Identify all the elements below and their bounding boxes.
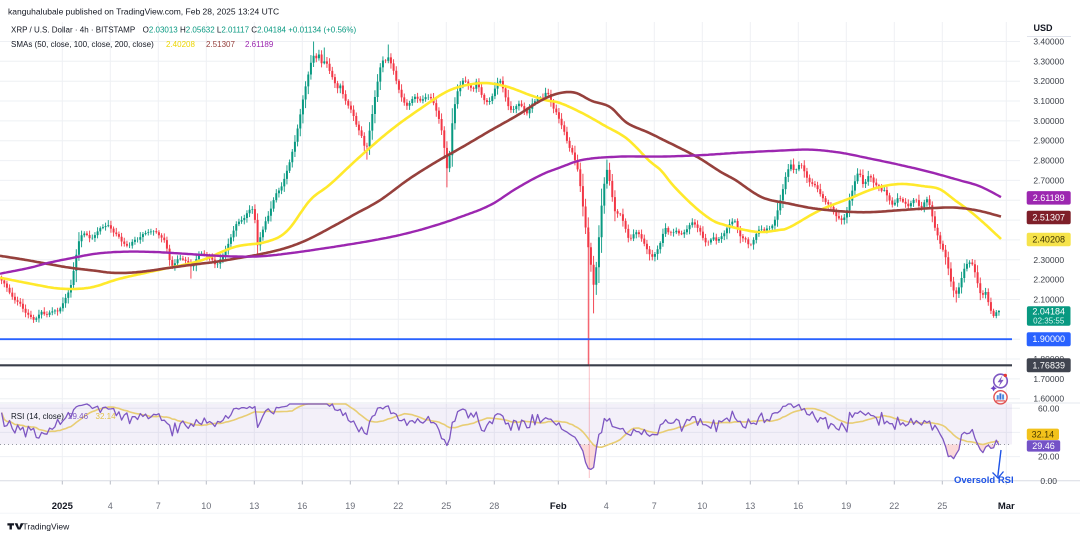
svg-text:28: 28 — [489, 501, 499, 511]
svg-text:2.40208: 2.40208 — [166, 40, 195, 49]
svg-text:USD: USD — [1033, 23, 1053, 33]
svg-text:25: 25 — [937, 501, 947, 511]
svg-text:2025: 2025 — [52, 501, 74, 512]
svg-text:19: 19 — [841, 501, 851, 511]
svg-text:2.90000: 2.90000 — [1033, 136, 1064, 146]
svg-text:1.70000: 1.70000 — [1033, 374, 1064, 384]
svg-text:2.20000: 2.20000 — [1033, 275, 1064, 285]
svg-text:Oversold RSI: Oversold RSI — [954, 475, 1014, 486]
svg-text:RSI (14, close): RSI (14, close) — [11, 412, 64, 421]
svg-text:TradingView: TradingView — [23, 521, 71, 531]
svg-text:2.30000: 2.30000 — [1033, 255, 1064, 265]
svg-text:Mar: Mar — [998, 501, 1015, 512]
svg-text:2.70000: 2.70000 — [1033, 175, 1064, 185]
svg-text:16: 16 — [793, 501, 803, 511]
svg-text:29.46: 29.46 — [1032, 441, 1055, 451]
svg-text:2.51307: 2.51307 — [1032, 213, 1065, 223]
svg-text:2.61189: 2.61189 — [1033, 193, 1065, 203]
svg-text:02:35:55: 02:35:55 — [1033, 316, 1065, 325]
svg-text:7: 7 — [652, 501, 657, 511]
svg-text:13: 13 — [745, 501, 755, 511]
svg-text:7: 7 — [156, 501, 161, 511]
svg-text:3.30000: 3.30000 — [1033, 56, 1064, 66]
svg-text:13: 13 — [249, 501, 259, 511]
svg-text:2.40208: 2.40208 — [1032, 235, 1065, 245]
svg-text:2.51307: 2.51307 — [206, 40, 235, 49]
svg-text:2.10000: 2.10000 — [1033, 295, 1064, 305]
svg-text:29.46: 29.46 — [68, 412, 89, 421]
svg-text:25: 25 — [441, 501, 451, 511]
svg-text:4: 4 — [108, 501, 113, 511]
svg-text:1.76839: 1.76839 — [1032, 360, 1065, 370]
svg-text:3.20000: 3.20000 — [1033, 76, 1064, 86]
svg-text:32.14: 32.14 — [1032, 429, 1055, 439]
svg-text:60.00: 60.00 — [1038, 403, 1060, 413]
svg-text:1.90000: 1.90000 — [1032, 334, 1065, 344]
svg-text:SMAs (50, close, 100, close, 2: SMAs (50, close, 100, close, 200, close) — [11, 40, 154, 49]
svg-text:3.10000: 3.10000 — [1033, 96, 1064, 106]
svg-text:10: 10 — [201, 501, 211, 511]
svg-text:2.04184: 2.04184 — [1032, 306, 1065, 316]
svg-text:32.14: 32.14 — [96, 412, 117, 421]
svg-text:3.40000: 3.40000 — [1033, 37, 1064, 47]
svg-text:22: 22 — [889, 501, 899, 511]
svg-text:10: 10 — [697, 501, 707, 511]
svg-text:4: 4 — [604, 501, 609, 511]
svg-text:20.00: 20.00 — [1038, 452, 1060, 462]
svg-text:16: 16 — [297, 501, 307, 511]
svg-text:Feb: Feb — [550, 501, 567, 512]
svg-text:1.60000: 1.60000 — [1033, 394, 1064, 404]
svg-text:kanguhalubale published on Tra: kanguhalubale published on TradingView.c… — [8, 6, 279, 16]
svg-text:2.61189: 2.61189 — [245, 40, 274, 49]
svg-text:O2.03013 H2.05632 L2.01117 C2.: O2.03013 H2.05632 L2.01117 C2.04184 +0.0… — [143, 25, 357, 34]
svg-text:19: 19 — [345, 501, 355, 511]
svg-text:22: 22 — [393, 501, 403, 511]
svg-text:XRP / U.S. Dollar · 4h · BITST: XRP / U.S. Dollar · 4h · BITSTAMP — [11, 25, 135, 34]
svg-text:2.80000: 2.80000 — [1033, 156, 1064, 166]
svg-text:0.00: 0.00 — [1040, 476, 1057, 486]
svg-text:3.00000: 3.00000 — [1033, 116, 1064, 126]
